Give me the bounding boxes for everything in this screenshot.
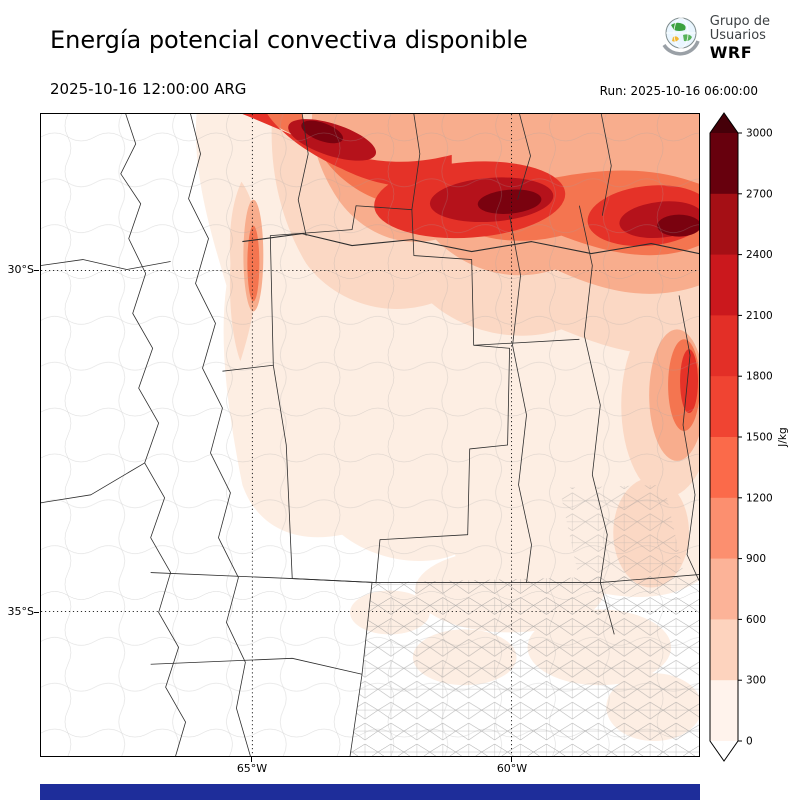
lon-tick-65w: 65°W [236,762,268,775]
page-title: Energía potencial convectiva disponible [50,26,528,54]
svg-text:2100: 2100 [746,310,773,322]
logo-text-line3: WRF [709,42,753,62]
svg-text:2700: 2700 [746,188,773,200]
colorbar: 3000 2700 2400 2100 1800 1500 1200 900 600 300 0 J/… [708,111,800,767]
province-boundaries [41,114,699,756]
run-time-label: Run: 2025-10-16 06:00:00 [599,84,758,98]
logo-text-line2: Usuarios [709,28,766,44]
buenos-aires-departments-texture [350,574,699,756]
lon-tickmark-65w [251,757,252,762]
svg-text:300: 300 [746,675,766,687]
globe-icon [659,14,703,62]
svg-text:1800: 1800 [746,371,773,383]
lat-tickmark-30s [34,270,39,271]
wrf-logo: Grupo de Usuarios WRF [659,14,770,62]
valid-time-label: 2025-10-16 12:00:00 ARG [50,80,247,98]
map-canvas [40,113,700,757]
lon-tickmark-60w [511,757,512,762]
lat-tickmark-35s [34,612,39,613]
graticule-gridlines [41,114,699,756]
colorbar-scale: 30002700240021001800150012009006003000J/… [709,112,789,762]
entre-rios-departments-texture [559,484,685,581]
footer-bar [40,784,700,800]
lat-tick-35s: 35°S [7,605,34,618]
svg-text:1500: 1500 [746,432,773,444]
lat-tick-30s: 30°S [7,263,34,276]
svg-text:1200: 1200 [746,492,773,504]
lon-tick-60w: 60°W [496,762,528,775]
svg-text:3000: 3000 [746,128,773,140]
svg-text:2400: 2400 [746,249,773,261]
svg-text:900: 900 [746,553,766,565]
svg-text:600: 600 [746,614,766,626]
svg-text:J/kg: J/kg [777,427,789,447]
map-plot [41,114,699,756]
svg-text:0: 0 [746,736,753,748]
logo-text-line1: Grupo de [709,13,770,29]
